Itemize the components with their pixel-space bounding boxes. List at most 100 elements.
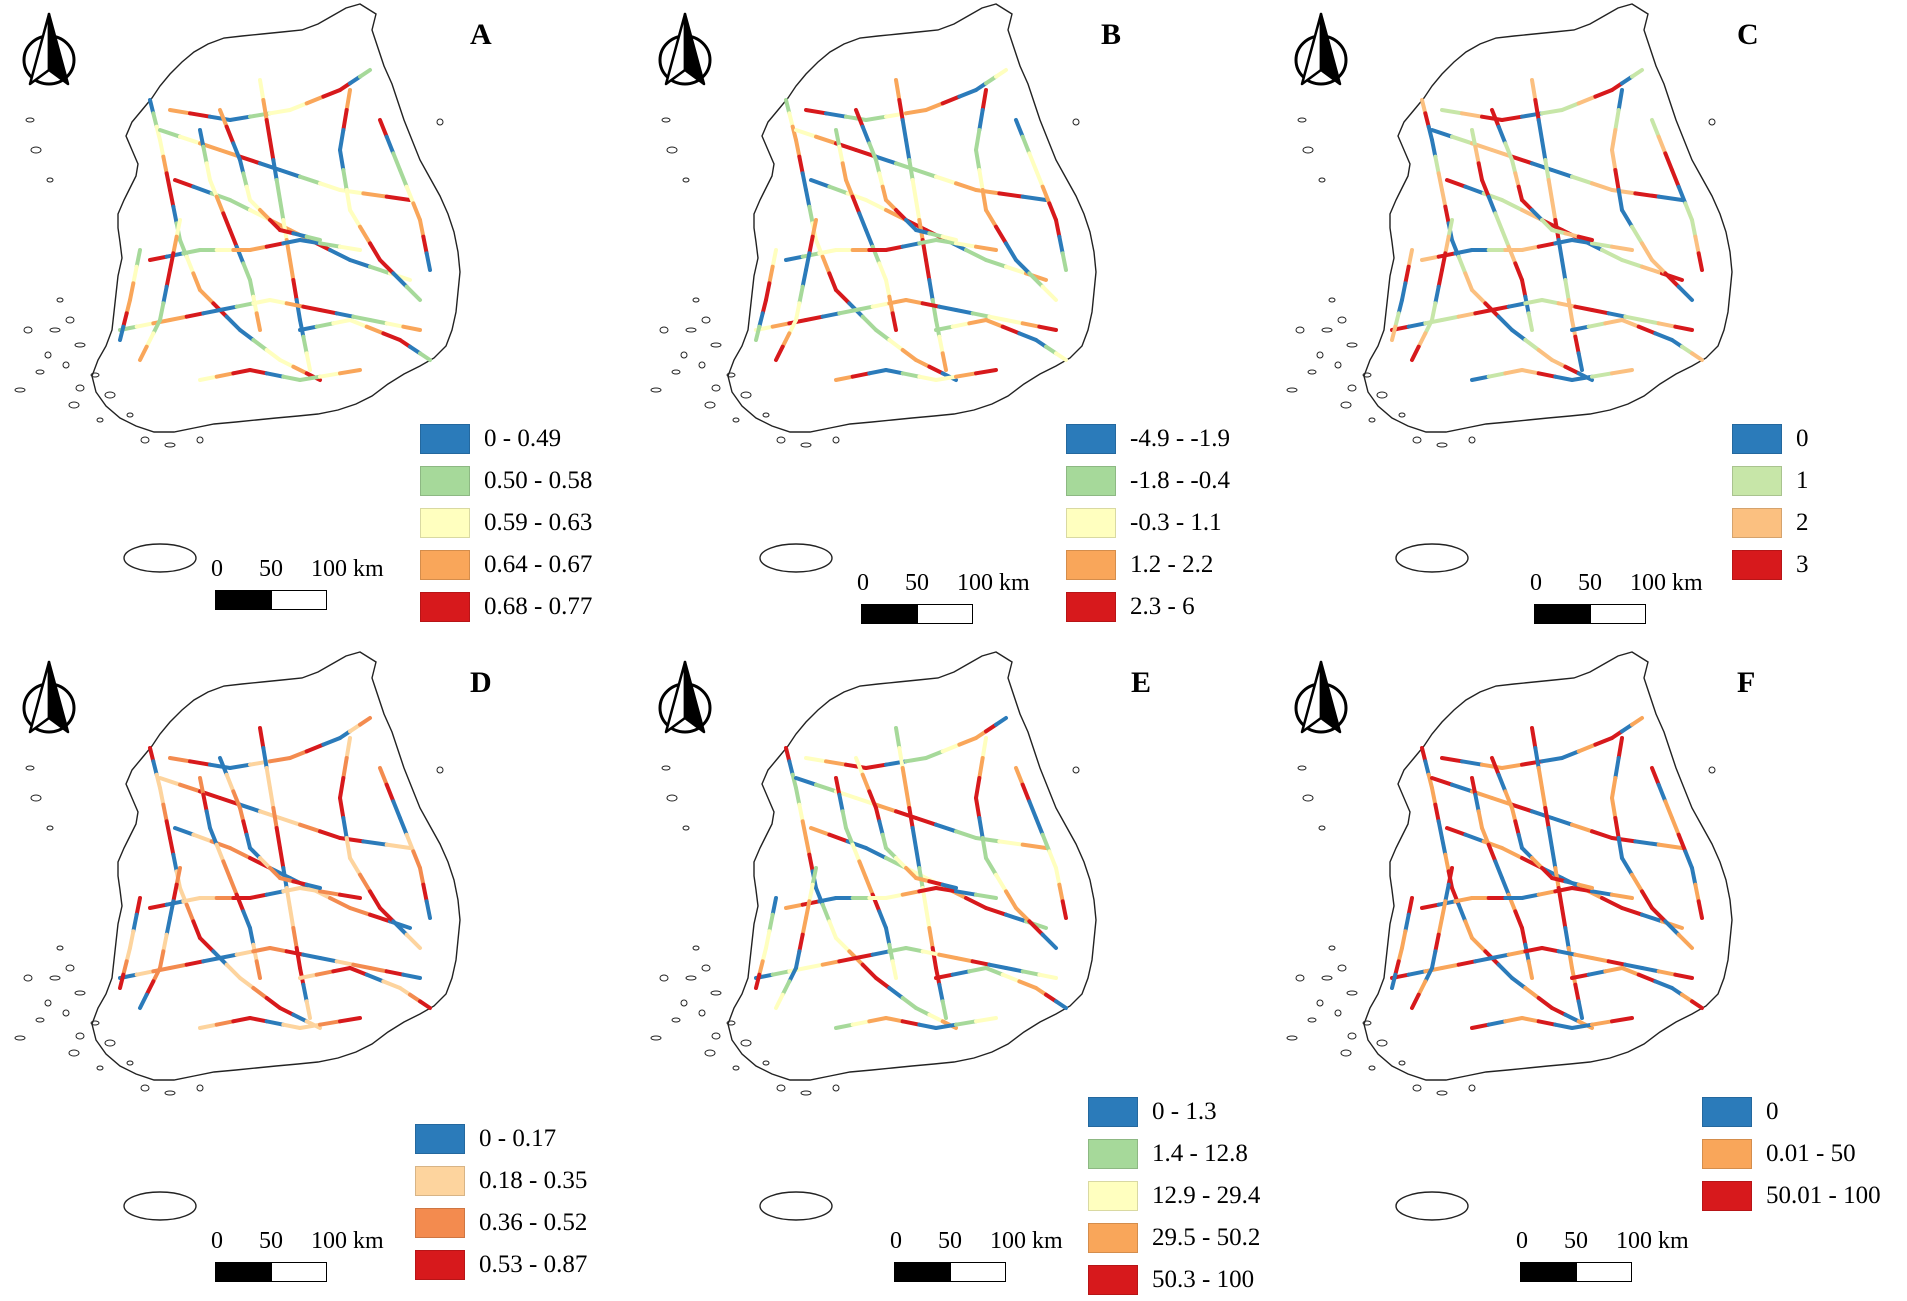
road-segment — [231, 789, 242, 810]
road-segment — [1653, 979, 1674, 990]
road-segment — [827, 919, 838, 940]
road-segment — [204, 809, 212, 830]
road-segment — [1510, 328, 1528, 342]
road-segment — [254, 959, 262, 980]
road-segment — [281, 1022, 302, 1030]
road-segment — [1440, 251, 1448, 272]
road-segment — [1560, 906, 1568, 930]
road-segment — [1004, 318, 1025, 326]
island — [23, 326, 33, 334]
road-segment — [268, 866, 282, 880]
island — [44, 351, 52, 359]
road-segment — [184, 902, 196, 924]
road-segment — [264, 348, 282, 362]
road-segment — [850, 1019, 872, 1027]
road-segment — [1440, 314, 1461, 322]
legend-swatch — [1702, 1181, 1752, 1211]
island — [14, 387, 26, 393]
road-segment — [284, 949, 306, 957]
road-segment — [894, 726, 902, 750]
scale-tick-label: 100 km — [1616, 1228, 1689, 1254]
road-segment — [304, 234, 322, 242]
road-segment — [338, 1016, 362, 1024]
road-segment — [1510, 802, 1534, 814]
road-segment — [191, 184, 214, 196]
road-segment — [1004, 966, 1025, 974]
road-segment — [887, 298, 908, 306]
road-segment — [900, 348, 918, 362]
road-segment — [291, 879, 309, 887]
road-segment — [1623, 314, 1644, 322]
road-segment — [291, 364, 309, 376]
road-segment — [344, 88, 352, 112]
road-segment — [920, 301, 942, 309]
road-segment — [997, 191, 1025, 199]
island — [49, 327, 61, 333]
road-segment — [1506, 301, 1528, 309]
road-segment — [804, 314, 825, 322]
road-segment — [1513, 909, 1524, 930]
road-segment — [1443, 204, 1451, 226]
island — [1072, 766, 1080, 774]
road-segment — [368, 241, 382, 262]
island — [1321, 975, 1333, 981]
road-segment — [254, 311, 262, 332]
road-segment — [804, 962, 825, 970]
island — [1412, 1084, 1422, 1092]
road-segment — [1406, 896, 1414, 917]
road-segment — [1520, 198, 1534, 212]
road-segment — [124, 946, 132, 964]
island — [832, 1084, 840, 1092]
road-segment — [907, 158, 915, 182]
road-segment — [1496, 314, 1514, 332]
road-segment — [1440, 108, 1464, 116]
road-segment — [1054, 351, 1068, 362]
road-segment — [954, 371, 978, 379]
road-segment — [894, 78, 902, 102]
road-segment — [128, 929, 136, 950]
road-segment — [404, 932, 422, 950]
road-segment — [917, 374, 938, 382]
road-segment — [1004, 264, 1028, 276]
legend-label: 1.4 - 12.8 — [1152, 1140, 1248, 1167]
road-segment — [880, 184, 888, 202]
legend-item: 29.5 - 50.2 — [1088, 1217, 1260, 1259]
road-segment — [770, 248, 778, 269]
road-segment — [168, 188, 176, 209]
scale-tick-label: 100 km — [311, 556, 384, 582]
road-segment — [1690, 866, 1698, 887]
road-segment — [1566, 298, 1574, 322]
road-segment — [914, 228, 932, 236]
road-segment — [1613, 108, 1621, 132]
jeju-island — [1395, 1191, 1469, 1221]
road-segment — [1696, 251, 1704, 272]
road-segment — [897, 746, 905, 770]
road-segment — [994, 716, 1008, 727]
road-segment — [1440, 188, 1448, 209]
road-segment — [151, 759, 159, 777]
road-segment — [201, 956, 222, 964]
road-segment — [1020, 134, 1032, 156]
island — [680, 999, 688, 1007]
road-segment — [1620, 74, 1634, 86]
road-segment — [1423, 318, 1444, 326]
road-segment — [1496, 962, 1514, 980]
road-segment — [837, 308, 858, 316]
road-segment — [1473, 144, 1481, 166]
legend: 0 1 2 3 — [1732, 418, 1809, 586]
scale-tick-label: 100 km — [311, 1228, 384, 1254]
road-segment — [884, 1016, 905, 1024]
road-segment — [1610, 796, 1618, 820]
road-segment — [814, 782, 838, 794]
map-panel-d: D 0 - 0.17 0.18 - 0.35 0.36 - 0.52 0.53 - 0… — [0, 648, 635, 1296]
road-segment — [804, 899, 812, 920]
road-segment — [794, 301, 802, 322]
road-segment — [1027, 919, 1045, 937]
road-segment — [807, 234, 815, 256]
road-segment — [904, 108, 928, 116]
road-segment — [1663, 271, 1681, 289]
road-segment — [184, 311, 206, 319]
legend-swatch — [1732, 508, 1782, 538]
island — [800, 442, 812, 448]
road-segment — [1590, 956, 1611, 964]
